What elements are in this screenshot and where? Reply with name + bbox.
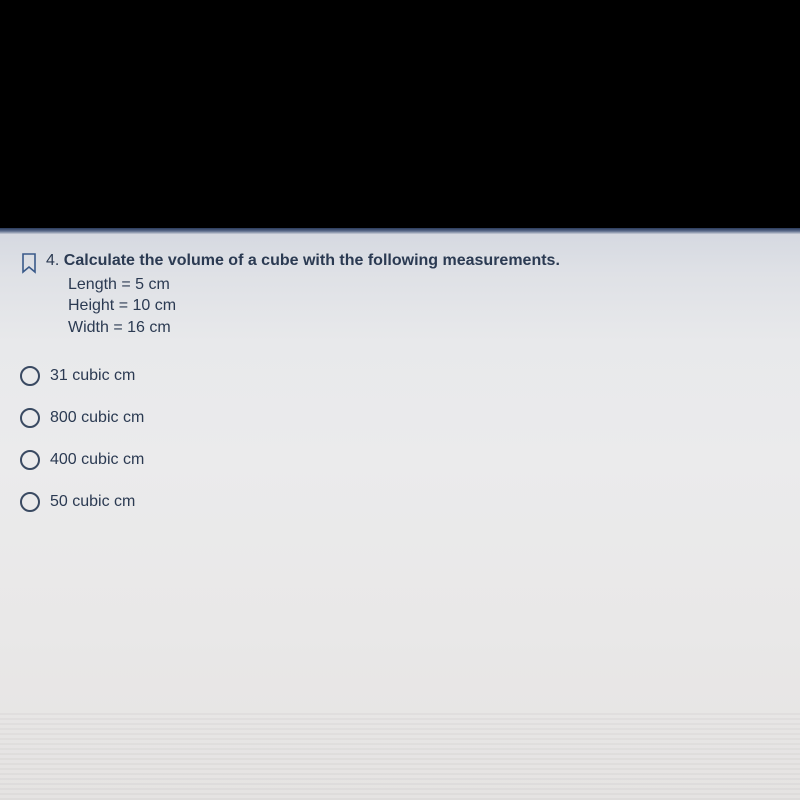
option-label: 400 cubic cm [50, 451, 144, 469]
option-row[interactable]: 400 cubic cm [20, 450, 780, 470]
option-row[interactable]: 31 cubic cm [20, 366, 780, 386]
screen-moire-artifact [0, 710, 800, 800]
measurements-block: Length = 5 cm Height = 10 cm Width = 16 … [68, 274, 560, 339]
radio-icon[interactable] [20, 408, 40, 428]
option-label: 800 cubic cm [50, 409, 144, 427]
bookmark-icon[interactable] [20, 252, 38, 279]
radio-icon[interactable] [20, 366, 40, 386]
quiz-screen: 4. Calculate the volume of a cube with t… [0, 228, 800, 800]
option-label: 50 cubic cm [50, 493, 135, 511]
option-row[interactable]: 800 cubic cm [20, 408, 780, 428]
measurement-length: Length = 5 cm [68, 274, 560, 296]
radio-icon[interactable] [20, 450, 40, 470]
radio-icon[interactable] [20, 492, 40, 512]
question-number: 4. [46, 252, 59, 269]
measurement-height: Height = 10 cm [68, 295, 560, 317]
screen-top-edge [0, 228, 800, 234]
question-content: 4. Calculate the volume of a cube with t… [20, 250, 780, 534]
option-label: 31 cubic cm [50, 367, 135, 385]
question-header-row: 4. Calculate the volume of a cube with t… [20, 250, 780, 338]
measurement-width: Width = 16 cm [68, 317, 560, 339]
option-row[interactable]: 50 cubic cm [20, 492, 780, 512]
question-text: Calculate the volume of a cube with the … [64, 252, 560, 269]
question-block: 4. Calculate the volume of a cube with t… [46, 250, 560, 338]
options-list: 31 cubic cm 800 cubic cm 400 cubic cm 50… [20, 366, 780, 512]
